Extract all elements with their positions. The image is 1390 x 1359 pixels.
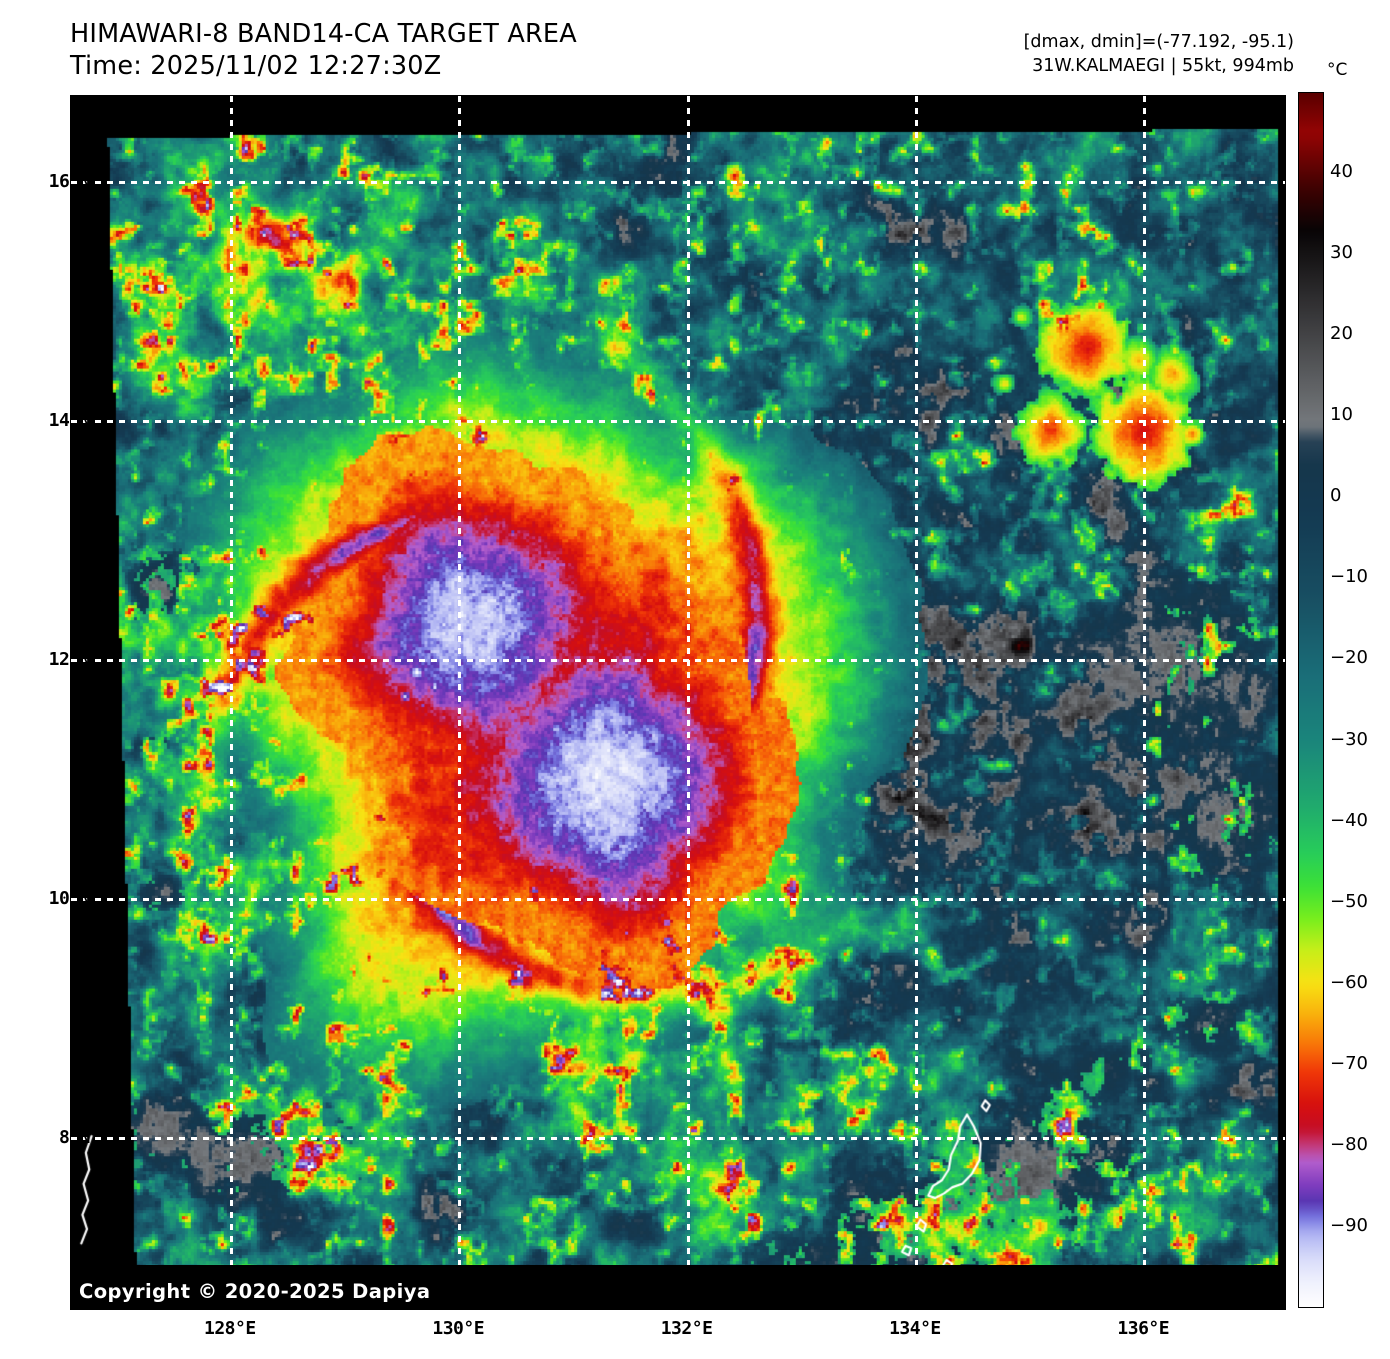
- copyright-text: Copyright © 2020-2025 Dapiya: [79, 1280, 431, 1303]
- colorbar-unit-label: °C: [1327, 60, 1348, 80]
- colorbar-tick-label: −20: [1330, 647, 1368, 669]
- colorbar-tick-label: −30: [1330, 728, 1368, 750]
- satellite-image-plot[interactable]: Copyright © 2020-2025 Dapiya: [70, 95, 1286, 1310]
- colorbar-tick-label: 40: [1330, 161, 1353, 183]
- colorbar-tick-label: 30: [1330, 242, 1353, 264]
- lon-tick-label: 132°E: [660, 1318, 713, 1339]
- page-title: HIMAWARI-8 BAND14-CA TARGET AREA Time: 2…: [70, 18, 770, 82]
- colorbar-tick-label: 10: [1330, 404, 1353, 426]
- storm-info-readout: 31W.KALMAEGI | 55kt, 994mb: [1032, 56, 1294, 76]
- lat-tick-label: 14°N: [48, 409, 91, 431]
- dmax-dmin-readout: [dmax, dmin]=(-77.192, -95.1): [1023, 32, 1294, 52]
- colorbar-tick-label: 0: [1330, 485, 1342, 507]
- infrared-satellite-imagery[interactable]: [71, 96, 1285, 1309]
- colorbar-tick-label: −40: [1330, 809, 1368, 831]
- copyright-banner: [71, 1265, 1285, 1309]
- colorbar-tick-label: −90: [1330, 1214, 1368, 1236]
- title-line-1: HIMAWARI-8 BAND14-CA TARGET AREA: [70, 19, 577, 49]
- colorbar[interactable]: [1298, 92, 1324, 1308]
- colorbar-tick-label: 20: [1330, 323, 1353, 345]
- lat-tick-label: 12°N: [48, 648, 91, 670]
- colorbar-tick-label: −70: [1330, 1052, 1368, 1074]
- colorbar-tick-label: −80: [1330, 1133, 1368, 1155]
- colorbar-tick-label: −60: [1330, 971, 1368, 993]
- metadata-block: [dmax, dmin]=(-77.192, -95.1) 31W.KALMAE…: [894, 30, 1294, 78]
- lon-tick-label: 136°E: [1117, 1318, 1170, 1339]
- colorbar-tick-label: −50: [1330, 890, 1368, 912]
- lat-tick-label: 8°N: [58, 1126, 91, 1148]
- lat-tick-label: 10°N: [48, 887, 91, 909]
- colorbar-tick-label: −10: [1330, 566, 1368, 588]
- lon-tick-label: 128°E: [204, 1318, 256, 1339]
- lon-tick-label: 130°E: [432, 1318, 485, 1339]
- title-line-2: Time: 2025/11/02 12:27:30Z: [70, 51, 442, 81]
- lon-tick-label: 134°E: [889, 1318, 941, 1339]
- colorbar-gradient: [1299, 93, 1323, 1307]
- lat-tick-label: 16°N: [48, 171, 91, 193]
